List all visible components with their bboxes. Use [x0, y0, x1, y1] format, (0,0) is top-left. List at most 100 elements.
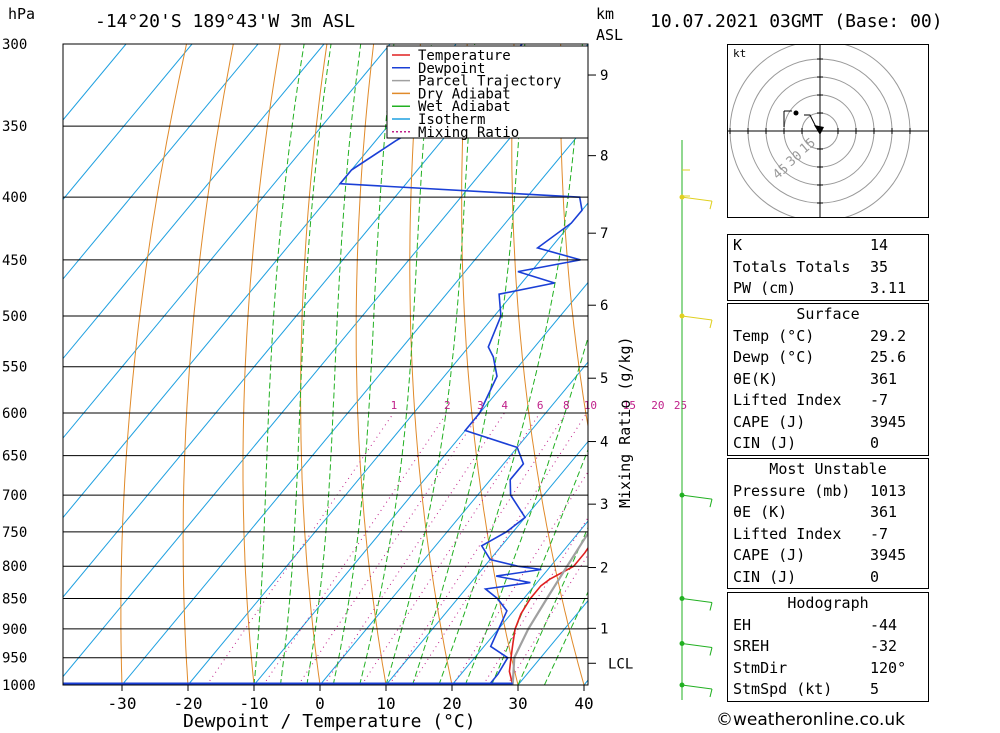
dry-adiabat-line: [355, 44, 387, 685]
indices-table-top: K 14 Totals Totals 35 PW (cm) 3.11: [727, 234, 929, 301]
legend-label: Wet Adiabat: [418, 99, 511, 115]
legend-label: Dewpoint: [418, 61, 485, 77]
wind-barb-feather: [709, 688, 713, 698]
surface-title: Surface: [796, 305, 860, 323]
isotherm-line: [63, 44, 193, 201]
legend-box: [386, 45, 589, 139]
surface-label: θE(K): [733, 369, 779, 388]
datetime-title: 10.07.2021 03GMT (Base: 00): [650, 11, 943, 32]
height-tick-label: 4: [600, 435, 608, 451]
most-unstable-value: 3945: [870, 546, 907, 564]
most-unstable-value: 361: [870, 503, 898, 521]
wet-adiabat-line: [517, 526, 588, 685]
isotherm-line: [253, 281, 588, 685]
mixing-ratio-labels: 1 2 3 4 6 8 10 15 20 25: [391, 399, 688, 412]
index-value: 14: [870, 236, 889, 254]
most-unstable-value: 0: [870, 567, 880, 586]
hodograph-index-row: StmSpd (kt) 5: [728, 679, 928, 701]
surface-row: Temp (°C) 29.2: [728, 326, 928, 348]
wind-barb-shaft: [681, 315, 713, 321]
wind-barb-shaft: [681, 684, 713, 690]
hodograph-index-row: SREH -32: [728, 636, 928, 658]
wind-barb-feather: [709, 498, 713, 508]
hodograph-indices-table: Hodograph EH -44 SREH -32 StmDir 120° StmSpd (…: [727, 592, 929, 702]
x-tick-label: 10: [376, 694, 395, 713]
mixing-ratio-label: 20: [651, 399, 664, 412]
wind-barb-shaft: [681, 597, 713, 603]
pressure-tick-label: 850: [2, 591, 27, 607]
mixing-ratio-label: 1: [391, 399, 398, 412]
dry-adiabat-line: [982, 44, 1000, 685]
hodograph-index-row: StmDir 120°: [728, 658, 928, 680]
isotherm-line: [63, 44, 325, 360]
mixing-ratio-line: [297, 412, 481, 685]
surface-label: CAPE (J): [733, 412, 806, 431]
wind-barb-feather: [709, 647, 713, 656]
isotherm-line: [63, 44, 391, 439]
dry-adiabat-line: [559, 44, 588, 430]
isotherm-line: [385, 440, 588, 685]
wind-barb-feather: [709, 319, 713, 329]
copyright-footer[interactable]: ©weatheronline.co.uk: [716, 710, 906, 730]
mixing-ratio-line: [388, 412, 567, 685]
mixing-ratio-label: 3: [477, 399, 484, 412]
surface-value: -7: [870, 391, 889, 409]
hodograph-index-value: 120°: [870, 658, 907, 677]
height-tick-label: 2: [600, 561, 608, 577]
index-label: PW (cm): [733, 279, 797, 297]
height-tick-label: 7: [600, 226, 608, 242]
x-tick-label: 30: [508, 694, 527, 713]
surface-value: 25.6: [870, 348, 907, 366]
surface-row: Dewp (°C) 25.6: [728, 347, 928, 369]
wet-adiabat-line: [359, 44, 432, 685]
pressure-tick-label: 600: [2, 406, 27, 422]
dewpoint-profile: [338, 44, 583, 685]
mixing-ratio-line: [323, 412, 505, 685]
mixing-ratio-line: [506, 553, 588, 685]
surface-row: Lifted Index -7: [728, 390, 928, 412]
x-axis-label: Dewpoint / Temperature (°C): [183, 711, 476, 732]
pressure-tick-label: 300: [2, 37, 27, 53]
most-unstable-title: Most Unstable: [769, 460, 887, 478]
hodograph-panel: kt 15 30 45: [727, 44, 929, 218]
most-unstable-value: -7: [870, 524, 889, 543]
surface-value: 361: [870, 369, 898, 388]
wind-barb-shaft: [681, 494, 713, 500]
pressure-tick-label: 950: [2, 651, 27, 667]
height-tick-label: 8: [600, 149, 608, 165]
index-value: 3.11: [870, 279, 907, 297]
x-tick-label: -20: [174, 694, 203, 713]
hodograph-indices-title: Hodograph: [787, 594, 869, 612]
most-unstable-value: 1013: [870, 481, 907, 500]
storm-motion-marker: [814, 125, 824, 135]
pressure-tick-label: 500: [2, 309, 27, 325]
surface-value: 0: [870, 434, 880, 452]
pressure-tick-label: 400: [2, 190, 27, 206]
isotherm-line: [187, 202, 588, 685]
pressure-tick-label: 700: [2, 488, 27, 504]
most-unstable-label: Pressure (mb): [733, 481, 851, 500]
x-tick-label: -30: [108, 694, 137, 713]
isotherm-line: [121, 122, 588, 685]
pressure-tick-label: 800: [2, 559, 27, 575]
most-unstable-table: Most Unstable Pressure (mb) 1013 θE (K) 361…: [727, 458, 929, 589]
isotherm-line: [451, 520, 588, 685]
wet-adiabat-line: [543, 590, 588, 685]
x-tick-label: 0: [315, 694, 325, 713]
hodograph-index-label: StmSpd (kt): [733, 680, 833, 698]
location-title: -14°20'S 189°43'W 3m ASL: [95, 11, 355, 32]
index-row: PW (cm) 3.11: [728, 278, 928, 300]
hodograph-unit-label: kt: [733, 47, 746, 60]
mixing-ratio-label: 2: [444, 399, 451, 412]
wind-barb-feather: [709, 201, 713, 210]
most-unstable-row: CIN (J) 0: [728, 567, 928, 589]
index-row: Totals Totals 35: [728, 257, 928, 279]
surface-value: 3945: [870, 412, 907, 431]
pressure-tick-label: 550: [2, 360, 27, 376]
surface-label: Dewp (°C): [733, 348, 815, 366]
most-unstable-label: CAPE (J): [733, 546, 806, 564]
mixing-ratio-line: [262, 412, 448, 685]
hodograph-index-value: -44: [870, 615, 898, 634]
isotherm-line: [63, 44, 259, 280]
hodograph-index-label: SREH: [733, 637, 770, 655]
